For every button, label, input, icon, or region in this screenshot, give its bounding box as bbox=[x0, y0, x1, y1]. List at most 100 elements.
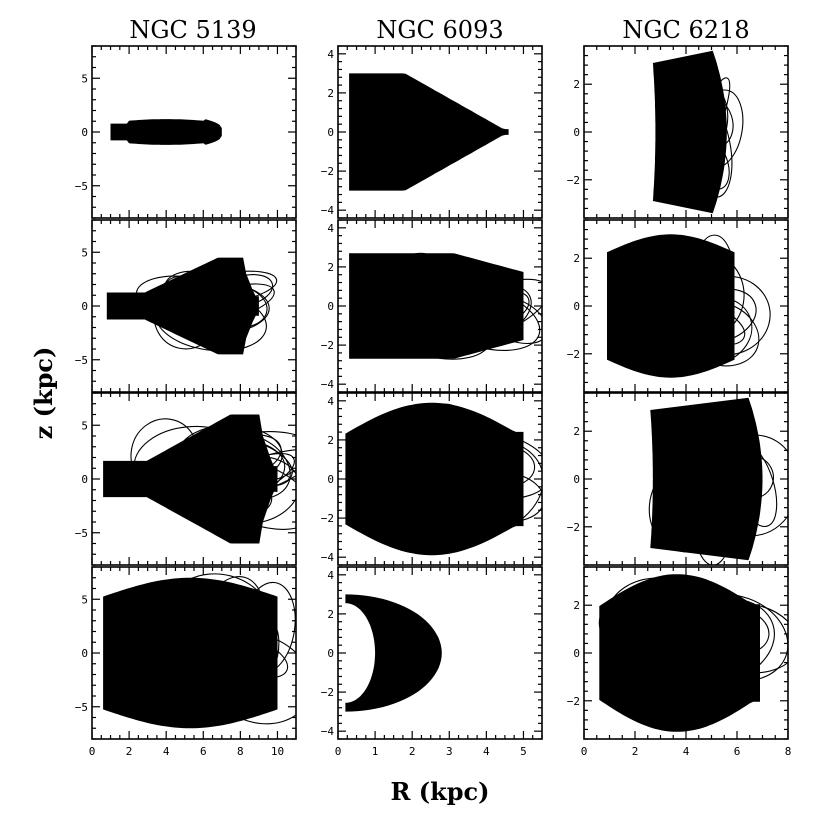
orbit-trace bbox=[694, 136, 730, 190]
orbit-trace bbox=[212, 633, 289, 679]
panel-c3-r3: −2 0 2 bbox=[567, 392, 789, 566]
orbit-trace bbox=[692, 234, 735, 322]
orbit-trace bbox=[182, 270, 278, 305]
orbit-trace bbox=[476, 291, 530, 329]
y-tick-label: −2 bbox=[567, 174, 580, 187]
orbit-trace bbox=[161, 573, 275, 675]
panel-c3-r2: −2 0 2 bbox=[567, 219, 789, 393]
x-tick-label: 8 bbox=[785, 745, 792, 758]
y-tick-label: 0 bbox=[573, 300, 580, 313]
orbit-trace bbox=[217, 615, 280, 708]
y-tick-label: −5 bbox=[75, 354, 88, 367]
x-tick-label: 6 bbox=[200, 745, 207, 758]
x-tick-label: 2 bbox=[409, 745, 416, 758]
orbit-trace bbox=[658, 250, 745, 340]
y-tick-label: −2 bbox=[567, 521, 580, 534]
orbit-trace bbox=[376, 291, 490, 334]
orbit-trace bbox=[649, 259, 727, 324]
orbit-trace bbox=[729, 455, 774, 500]
orbit-trace bbox=[708, 434, 788, 537]
x-tick-label: 2 bbox=[632, 745, 639, 758]
orbit-trace bbox=[389, 428, 503, 486]
column-title-1: NGC 5139 bbox=[129, 16, 256, 44]
x-tick-label: 6 bbox=[734, 745, 741, 758]
orbit-region bbox=[652, 50, 744, 214]
orbit-trace bbox=[206, 660, 259, 696]
orbit-trace bbox=[163, 270, 232, 314]
orbit-trace bbox=[685, 77, 731, 178]
x-tick-label: 5 bbox=[520, 745, 527, 758]
panel-c2-r3: −4 −2 0 2 4 bbox=[321, 392, 543, 566]
x-tick-label: 4 bbox=[683, 745, 690, 758]
y-tick-label: −5 bbox=[75, 180, 88, 193]
orbit-region bbox=[607, 234, 771, 378]
orbit-region bbox=[106, 257, 278, 355]
orbit-trace bbox=[643, 629, 744, 699]
y-tick-label: −4 bbox=[321, 551, 335, 564]
orbit-trace bbox=[178, 431, 296, 490]
y-tick-label: 0 bbox=[327, 647, 334, 660]
orbit-envelope bbox=[345, 594, 442, 712]
orbit-trace bbox=[149, 437, 262, 487]
orbit-region bbox=[349, 252, 542, 360]
orbit-trace bbox=[622, 316, 705, 349]
orbit-trace bbox=[367, 439, 452, 515]
orbit-trace bbox=[364, 296, 504, 350]
orbit-trace bbox=[675, 60, 703, 171]
orbit-trace bbox=[356, 440, 490, 498]
orbit-region bbox=[349, 73, 509, 191]
orbit-trace bbox=[681, 443, 729, 548]
x-tick-label: 1 bbox=[372, 745, 379, 758]
orbit-trace bbox=[715, 408, 761, 519]
y-axis-label: z (kpc) bbox=[29, 347, 58, 440]
y-tick-label: −4 bbox=[321, 204, 335, 217]
orbit-trace bbox=[640, 305, 718, 340]
orbit-trace bbox=[190, 433, 282, 483]
x-tick-label: 0 bbox=[581, 745, 588, 758]
orbit-trace bbox=[389, 252, 456, 326]
panel-c1-r4: −5 0 5 0 2 4 6 8 10 bbox=[75, 566, 297, 758]
orbit-trace bbox=[427, 283, 532, 348]
y-tick-label: 2 bbox=[573, 599, 580, 612]
y-tick-label: 2 bbox=[573, 425, 580, 438]
orbit-region bbox=[103, 573, 296, 729]
y-tick-label: 2 bbox=[573, 252, 580, 265]
orbit-trace bbox=[397, 434, 466, 523]
panel-c1-r1: −5 0 5 bbox=[75, 45, 297, 219]
orbit-trace bbox=[668, 432, 759, 518]
orbit-trace bbox=[414, 451, 484, 498]
orbit-region bbox=[648, 397, 788, 565]
y-tick-label: 4 bbox=[327, 395, 334, 408]
orbit-trace bbox=[153, 285, 218, 350]
orbit-envelope bbox=[345, 402, 524, 556]
orbit-trace bbox=[660, 140, 714, 187]
y-tick-label: −2 bbox=[567, 695, 580, 708]
orbit-trace bbox=[692, 95, 734, 148]
y-tick-label: 2 bbox=[327, 434, 334, 447]
y-tick-label: −2 bbox=[321, 512, 334, 525]
y-tick-label: 5 bbox=[81, 593, 88, 606]
y-tick-label: 0 bbox=[81, 126, 88, 139]
orbit-trace bbox=[635, 593, 697, 670]
orbit-trace bbox=[145, 614, 252, 699]
panel-c1-r2: −5 0 5 bbox=[75, 219, 297, 393]
orbit-trace bbox=[430, 267, 494, 305]
orbit-trace bbox=[208, 432, 291, 500]
y-tick-label: −2 bbox=[321, 339, 334, 352]
x-tick-label: 3 bbox=[446, 745, 453, 758]
y-tick-label: −2 bbox=[567, 348, 580, 361]
x-tick-label: 10 bbox=[271, 745, 284, 758]
y-tick-label: 0 bbox=[81, 647, 88, 660]
y-tick-label: 0 bbox=[327, 473, 334, 486]
x-tick-label: 4 bbox=[163, 745, 170, 758]
y-tick-label: 5 bbox=[81, 419, 88, 432]
y-tick-label: 4 bbox=[327, 569, 334, 582]
orbit-trace bbox=[194, 449, 296, 504]
orbit-trace bbox=[204, 455, 296, 525]
orbit-trace bbox=[149, 596, 267, 656]
y-tick-label: 0 bbox=[81, 473, 88, 486]
y-tick-label: −5 bbox=[75, 701, 88, 714]
orbit-trace bbox=[671, 454, 745, 546]
panel-c2-r1: −4 −2 0 2 4 bbox=[321, 45, 543, 219]
